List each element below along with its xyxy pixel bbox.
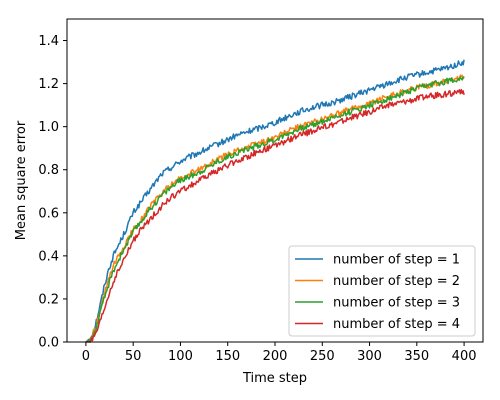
y-axis-ticks: 0.0 0.2 0.4 0.6 0.8 1.0 1.2 1.4 <box>38 34 67 351</box>
legend-label: number of step = 2 <box>333 274 460 289</box>
y-tick-label: 0.6 <box>38 206 59 221</box>
x-tick-label: 100 <box>168 349 193 364</box>
y-tick-label: 0.8 <box>38 163 59 178</box>
x-tick-label: 350 <box>404 349 429 364</box>
legend-label: number of step = 4 <box>333 317 460 332</box>
y-tick-label: 1.0 <box>38 120 59 135</box>
x-tick-label: 300 <box>357 349 382 364</box>
legend-box <box>288 245 476 337</box>
x-tick-label: 200 <box>263 349 288 364</box>
legend-label: number of step = 1 <box>333 253 460 268</box>
y-tick-label: 0.0 <box>38 336 59 351</box>
y-tick-label: 1.2 <box>38 77 59 92</box>
series-line <box>85 88 465 343</box>
series-line <box>85 59 465 343</box>
x-axis-ticks: 0 50 100 150 200 250 300 350 400 <box>82 342 477 364</box>
x-tick-label: 0 <box>82 349 90 364</box>
x-tick-label: 150 <box>215 349 240 364</box>
legend: number of step = 1 number of step = 2 numb… <box>288 245 476 337</box>
x-axis-label: Time step <box>242 371 307 386</box>
y-axis-label: Mean square error <box>14 120 29 240</box>
legend-label: number of step = 3 <box>333 296 460 311</box>
y-tick-label: 0.4 <box>38 249 59 264</box>
x-tick-label: 50 <box>125 349 142 364</box>
series-line <box>85 76 465 343</box>
y-tick-label: 1.4 <box>38 34 59 49</box>
plot-lines <box>85 59 465 343</box>
x-tick-label: 400 <box>452 349 477 364</box>
x-tick-label: 250 <box>310 349 335 364</box>
y-tick-label: 0.2 <box>38 292 59 307</box>
